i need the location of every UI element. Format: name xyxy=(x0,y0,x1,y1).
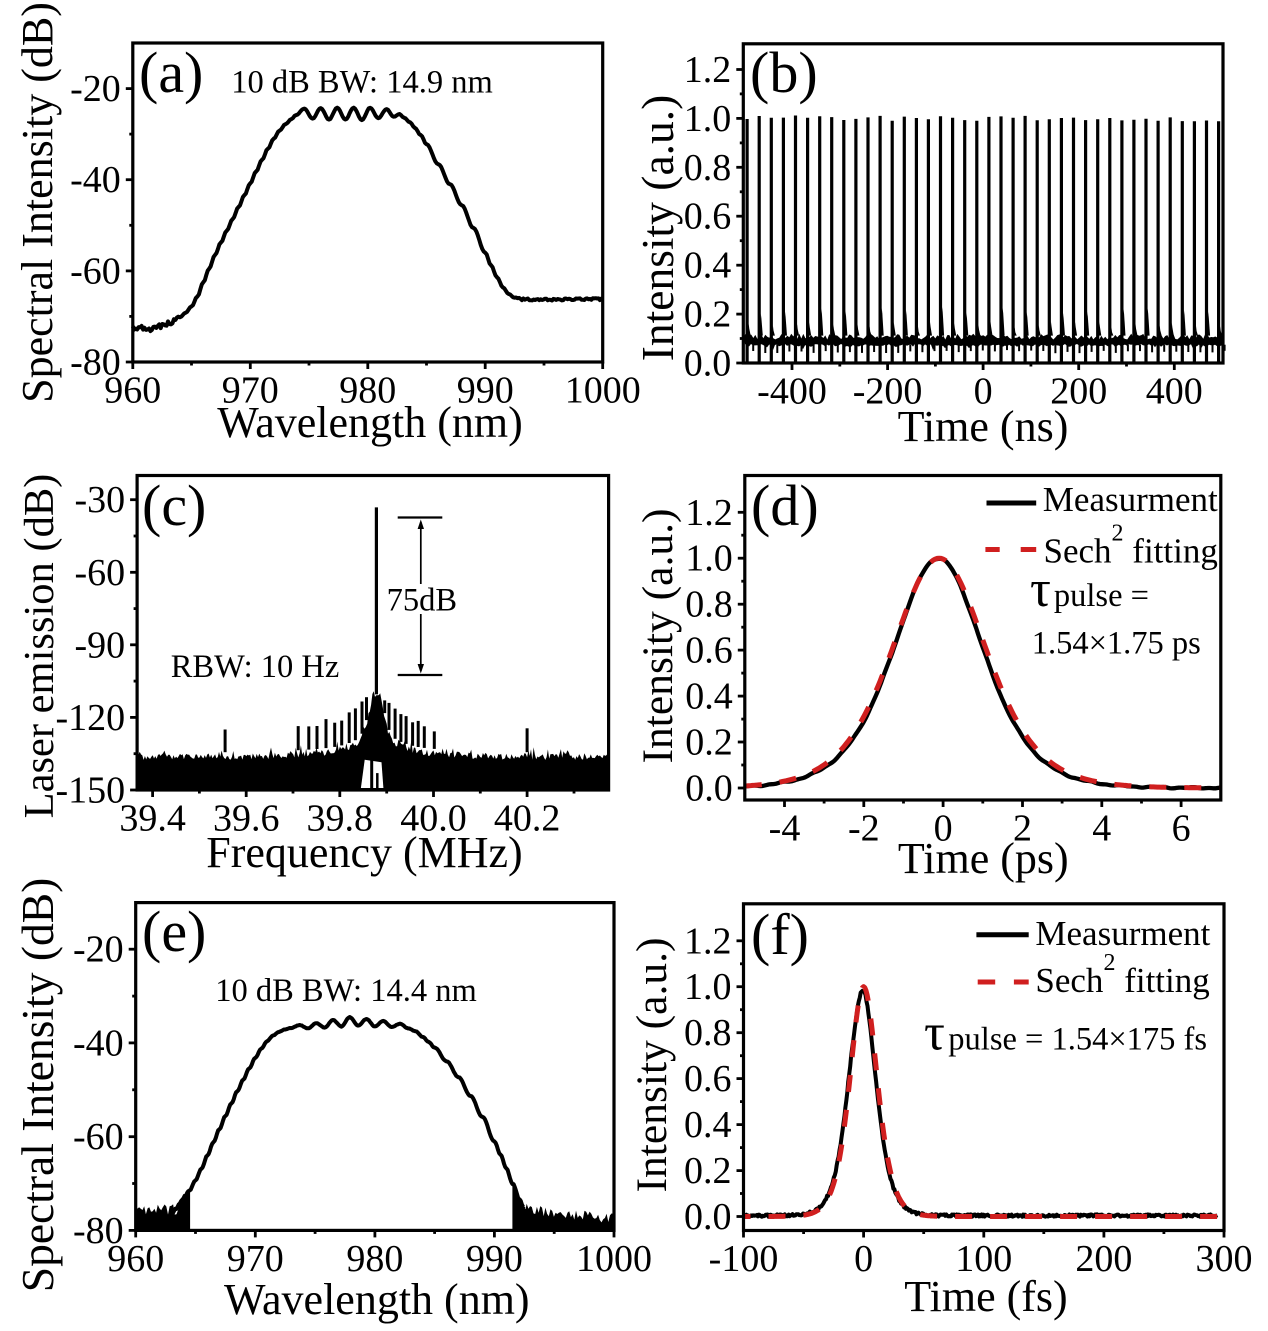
svg-text:-400: -400 xyxy=(757,371,827,413)
svg-text:39.4: 39.4 xyxy=(119,798,186,840)
svg-text:-120: -120 xyxy=(55,697,125,739)
svg-text:-60: -60 xyxy=(74,552,125,594)
svg-text:960: 960 xyxy=(104,370,161,412)
svg-text:75dB: 75dB xyxy=(387,583,457,619)
svg-text:Wavelength (nm): Wavelength (nm) xyxy=(224,1275,530,1324)
svg-text:40.0: 40.0 xyxy=(400,798,467,840)
svg-text:0: 0 xyxy=(854,1238,873,1280)
svg-text:0.4: 0.4 xyxy=(684,245,732,287)
svg-text:pulse =: pulse = xyxy=(1054,578,1149,614)
svg-text:-20: -20 xyxy=(70,68,121,110)
svg-text:pulse = 1.54×175 fs: pulse = 1.54×175 fs xyxy=(948,1022,1207,1058)
svg-text:Measurment: Measurment xyxy=(1035,914,1210,953)
svg-text:Time (fs): Time (fs) xyxy=(904,1272,1067,1321)
svg-text:(f): (f) xyxy=(751,902,809,967)
svg-text:-60: -60 xyxy=(73,1116,124,1158)
svg-text:40.2: 40.2 xyxy=(494,798,561,840)
svg-text:970: 970 xyxy=(222,370,279,412)
svg-text:-90: -90 xyxy=(74,624,125,666)
svg-text:Intensity (a.u.): Intensity (a.u.) xyxy=(632,95,683,362)
svg-text:Time (ps): Time (ps) xyxy=(898,834,1069,883)
svg-text:(c): (c) xyxy=(142,473,206,538)
svg-text:100: 100 xyxy=(955,1238,1012,1280)
svg-text:1.0: 1.0 xyxy=(685,538,733,580)
svg-text:1.2: 1.2 xyxy=(685,492,733,534)
svg-text:2: 2 xyxy=(1013,808,1032,850)
svg-text:200: 200 xyxy=(1075,1238,1132,1280)
svg-text:0.8: 0.8 xyxy=(684,1012,732,1054)
svg-text:Spectral Intensity (dB): Spectral Intensity (dB) xyxy=(13,2,62,403)
svg-text:0.6: 0.6 xyxy=(685,630,733,672)
svg-text:-100: -100 xyxy=(709,1238,779,1280)
svg-text:6: 6 xyxy=(1172,808,1191,850)
svg-text:990: 990 xyxy=(457,370,514,412)
svg-text:1000: 1000 xyxy=(576,1238,652,1280)
svg-text:0.4: 0.4 xyxy=(684,1104,732,1146)
svg-text:Intensity (a.u.): Intensity (a.u.) xyxy=(628,938,676,1193)
svg-text:Laser emission (dB): Laser emission (dB) xyxy=(16,474,63,819)
svg-text:1.54×1.75 ps: 1.54×1.75 ps xyxy=(1032,626,1201,662)
svg-text:τ: τ xyxy=(1030,561,1051,618)
svg-text:10 dB BW: 14.4 nm: 10 dB BW: 14.4 nm xyxy=(215,973,477,1009)
svg-text:0.2: 0.2 xyxy=(684,1150,732,1192)
svg-text:Measurment: Measurment xyxy=(1043,480,1218,519)
svg-text:Intensity (a.u.): Intensity (a.u.) xyxy=(634,509,682,764)
svg-text:1.2: 1.2 xyxy=(684,920,732,962)
svg-text:0.2: 0.2 xyxy=(685,722,733,764)
svg-text:-40: -40 xyxy=(70,159,121,201)
svg-text:0.4: 0.4 xyxy=(685,676,733,718)
svg-text:-200: -200 xyxy=(853,371,923,413)
svg-text:-80: -80 xyxy=(70,342,121,384)
svg-text:τ: τ xyxy=(924,1005,945,1062)
svg-text:0.0: 0.0 xyxy=(685,768,733,810)
svg-text:(d): (d) xyxy=(751,473,819,538)
svg-text:Wavelength (nm): Wavelength (nm) xyxy=(217,398,523,447)
svg-text:0.0: 0.0 xyxy=(684,343,732,385)
svg-text:39.6: 39.6 xyxy=(213,798,280,840)
svg-text:-60: -60 xyxy=(70,250,121,292)
svg-text:39.8: 39.8 xyxy=(307,798,374,840)
svg-text:0.2: 0.2 xyxy=(684,294,732,336)
svg-text:200: 200 xyxy=(1050,371,1107,413)
svg-text:-2: -2 xyxy=(848,808,880,850)
svg-text:1.2: 1.2 xyxy=(684,49,732,91)
svg-text:-150: -150 xyxy=(55,770,125,812)
svg-text:-30: -30 xyxy=(74,479,125,521)
svg-text:-20: -20 xyxy=(73,929,124,971)
svg-text:(e): (e) xyxy=(142,899,206,964)
svg-text:Spectral Intensity (dB): Spectral Intensity (dB) xyxy=(12,878,63,1292)
svg-text:(b): (b) xyxy=(750,40,818,105)
svg-text:1000: 1000 xyxy=(565,370,641,412)
svg-text:Time (ns): Time (ns) xyxy=(898,402,1069,451)
svg-text:300: 300 xyxy=(1196,1238,1253,1280)
svg-text:0.0: 0.0 xyxy=(684,1196,732,1238)
svg-text:0.6: 0.6 xyxy=(684,196,732,238)
svg-text:0: 0 xyxy=(934,808,953,850)
svg-text:-40: -40 xyxy=(73,1022,124,1064)
svg-text:980: 980 xyxy=(346,1238,403,1280)
svg-text:(a): (a) xyxy=(139,40,203,105)
svg-text:970: 970 xyxy=(227,1238,284,1280)
svg-text:10 dB BW: 14.9 nm: 10 dB BW: 14.9 nm xyxy=(231,65,493,101)
svg-text:1.0: 1.0 xyxy=(684,966,732,1008)
svg-text:990: 990 xyxy=(466,1238,523,1280)
svg-text:980: 980 xyxy=(339,370,396,412)
svg-text:0.6: 0.6 xyxy=(684,1058,732,1100)
svg-text:-80: -80 xyxy=(73,1210,124,1252)
svg-text:960: 960 xyxy=(107,1238,164,1280)
svg-text:400: 400 xyxy=(1146,371,1203,413)
svg-text:RBW: 10 Hz: RBW: 10 Hz xyxy=(171,649,340,685)
svg-text:1.0: 1.0 xyxy=(684,98,732,140)
svg-text:0.8: 0.8 xyxy=(684,147,732,189)
svg-text:0.8: 0.8 xyxy=(685,584,733,626)
svg-text:Frequency (MHz): Frequency (MHz) xyxy=(206,828,522,877)
svg-text:-4: -4 xyxy=(769,808,801,850)
svg-text:0: 0 xyxy=(974,371,993,413)
svg-text:4: 4 xyxy=(1092,808,1111,850)
